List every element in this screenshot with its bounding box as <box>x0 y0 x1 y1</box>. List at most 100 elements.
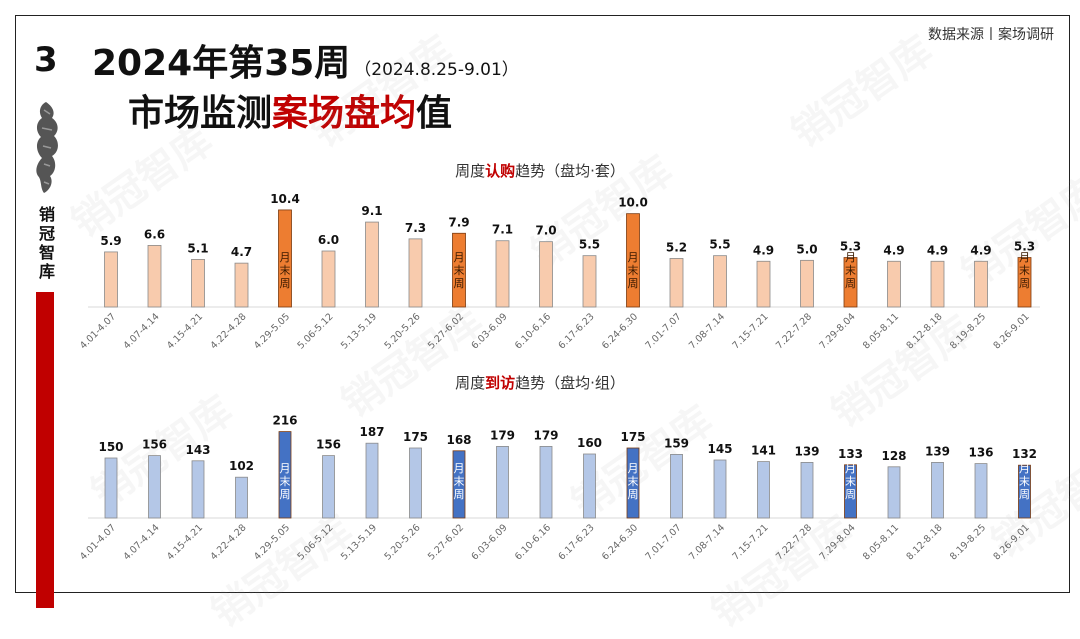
subscribe-value-label: 4.9 <box>970 243 991 257</box>
visit-value-label: 145 <box>707 442 732 456</box>
visit-month-end-label: 末 <box>628 474 639 488</box>
visit-value-label: 139 <box>794 444 819 458</box>
subscribe-title-prefix: 周度 <box>455 162 486 180</box>
subscribe-month-end-label: 末 <box>845 263 856 277</box>
visit-month-end-label: 月 <box>845 462 856 475</box>
visit-tick-label: 4.01-4.07 <box>78 522 118 562</box>
subscribe-tick-label: 8.05-8.11 <box>861 311 901 351</box>
visit-tick-label: 5.13-5.19 <box>339 522 379 562</box>
subscribe-value-label: 4.9 <box>927 243 948 257</box>
subscribe-tick-label: 6.10-6.16 <box>513 311 553 351</box>
visit-bar-chart: 150 4.01-4.07 156 4.07-4.14 143 4.15-4.21 102 4… <box>78 414 1040 562</box>
visit-bar <box>496 446 509 519</box>
subscribe-tick-label: 4.15-4.21 <box>165 311 205 351</box>
visit-value-label: 102 <box>229 459 254 473</box>
visit-month-end-label: 月 <box>454 462 465 475</box>
subscribe-month-end-label: 末 <box>1019 263 1030 277</box>
subscribe-value-label: 5.9 <box>100 234 121 248</box>
subscribe-bar <box>974 260 988 308</box>
subscribe-bar <box>756 260 771 308</box>
subscribe-title-highlight: 认购 <box>485 162 516 180</box>
visit-bar <box>670 454 683 519</box>
visit-value-label: 156 <box>316 438 341 452</box>
visit-bar <box>278 431 292 519</box>
visit-value-label: 175 <box>620 430 645 444</box>
red-accent-bar <box>36 292 54 608</box>
subscribe-tick-label: 5.06-5.12 <box>296 311 336 351</box>
visit-month-end-label: 月 <box>628 462 639 475</box>
visit-tick-label: 7.29-8.04 <box>818 522 858 562</box>
subscribe-tick-label: 5.27-6.02 <box>426 311 466 351</box>
visit-tick-label: 4.15-4.21 <box>165 522 205 562</box>
subtitle-highlight: 案场盘均 <box>272 93 417 134</box>
subscribe-month-end-label: 月 <box>454 251 465 264</box>
visit-tick-label: 7.22-7.28 <box>774 522 814 562</box>
visit-tick-label: 7.08-7.14 <box>687 522 727 562</box>
visit-bar <box>626 447 640 519</box>
visit-value-label: 150 <box>98 440 123 454</box>
subscribe-value-label: 5.5 <box>709 238 730 252</box>
subscribe-month-end-label: 月 <box>628 251 639 264</box>
subscribe-bar <box>887 260 901 308</box>
subscribe-tick-label: 4.01-4.07 <box>78 311 118 351</box>
visit-month-end-label: 末 <box>454 474 465 488</box>
section-number: 3 <box>34 40 58 80</box>
visit-bar <box>757 461 770 519</box>
subscribe-value-label: 5.0 <box>796 242 817 256</box>
visit-tick-label: 8.05-8.11 <box>861 522 901 562</box>
visit-value-label: 179 <box>533 428 558 442</box>
subscribe-tick-label: 8.26-9.01 <box>992 311 1032 351</box>
subscribe-value-label: 10.4 <box>270 192 300 206</box>
subscribe-bar <box>800 259 814 308</box>
visit-month-end-label: 周 <box>454 488 465 501</box>
page-title: 2024年第35周 （2024.8.25-9.01） <box>92 34 519 86</box>
page-subtitle: 市场监测案场盘均值 <box>128 84 452 136</box>
visit-bar <box>191 460 205 519</box>
subscribe-bar <box>365 221 379 308</box>
subscribe-title-suffix: 趋势（盘均·套） <box>515 162 625 180</box>
subscribe-bar <box>234 262 249 308</box>
subscribe-value-label: 7.9 <box>448 215 469 229</box>
subscribe-tick-label: 4.29-5.05 <box>252 311 292 351</box>
visit-tick-label: 4.22-4.28 <box>209 522 249 562</box>
visit-title-highlight: 到访 <box>485 374 516 392</box>
visit-value-label: 160 <box>577 436 602 450</box>
visit-title-prefix: 周度 <box>455 374 486 392</box>
subscribe-month-end-label: 月 <box>1019 251 1030 264</box>
subscribe-value-label: 7.0 <box>535 224 556 238</box>
visit-value-label: 168 <box>446 433 471 447</box>
visit-month-end-label: 月 <box>280 462 291 475</box>
subscribe-value-label: 10.0 <box>618 196 648 210</box>
subscribe-bar <box>278 209 292 308</box>
subscribe-month-end-label: 末 <box>628 263 639 277</box>
visit-value-label: 187 <box>359 425 384 439</box>
visit-tick-label: 6.24-6.30 <box>600 522 640 562</box>
subscribe-bar <box>713 255 727 308</box>
visit-value-label: 133 <box>838 447 863 461</box>
subscribe-bar <box>626 213 640 308</box>
slide-frame <box>15 15 1070 593</box>
visit-value-label: 139 <box>925 444 950 458</box>
subscribe-bar-chart: 5.9 4.01-4.07 6.6 4.07-4.14 5.1 4.15-4.21 4.7 4… <box>78 192 1040 351</box>
subscribe-value-label: 4.9 <box>753 243 774 257</box>
subscribe-tick-label: 4.22-4.28 <box>209 311 249 351</box>
visit-month-end-label: 月 <box>1019 462 1030 475</box>
visit-tick-label: 5.06-5.12 <box>296 522 336 562</box>
visit-bar <box>322 455 335 519</box>
visit-tick-label: 6.10-6.16 <box>513 522 553 562</box>
visit-month-end-label: 末 <box>1019 474 1030 488</box>
subscribe-tick-label: 5.13-5.19 <box>339 311 379 351</box>
subscribe-value-label: 7.3 <box>405 221 426 235</box>
visit-bar <box>235 476 248 519</box>
visit-tick-label: 7.01-7.07 <box>644 522 684 562</box>
subscribe-value-label: 6.0 <box>318 233 339 247</box>
visit-month-end-label: 周 <box>1019 488 1030 501</box>
visit-bar <box>104 457 118 519</box>
subscribe-tick-label: 8.19-8.25 <box>948 311 988 351</box>
subscribe-tick-label: 4.07-4.14 <box>122 311 162 351</box>
subscribe-month-end-label: 末 <box>280 263 291 277</box>
subscribe-month-end-label: 周 <box>454 277 465 290</box>
visit-value-label: 143 <box>185 443 210 457</box>
subscribe-value-label: 9.1 <box>361 204 382 218</box>
visit-tick-label: 8.19-8.25 <box>948 522 988 562</box>
